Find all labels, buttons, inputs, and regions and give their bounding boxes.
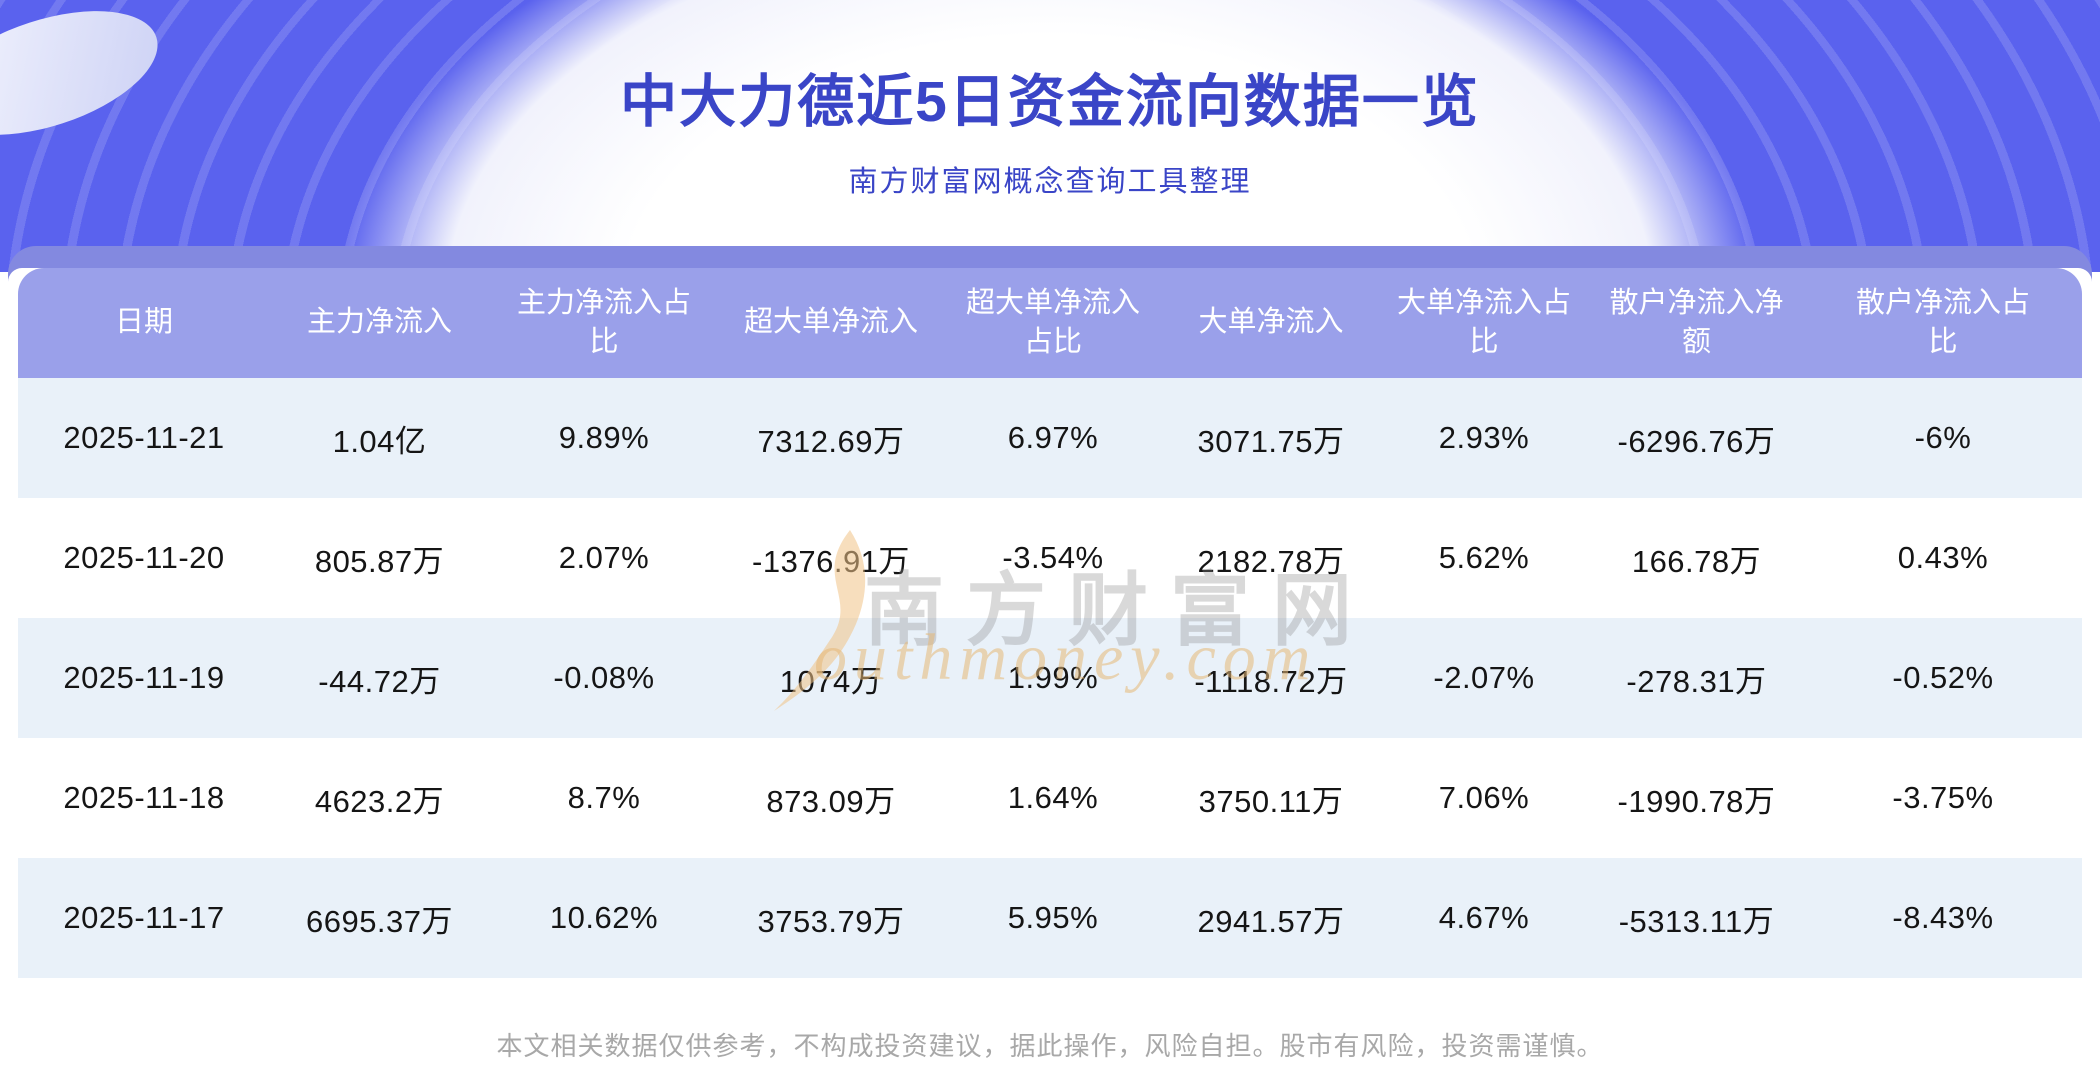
table-cell: 2025-11-17: [63, 900, 225, 935]
table-cell: 1.04亿: [332, 423, 427, 459]
table-cell: -3.75%: [1892, 780, 1994, 815]
table-cell: 2025-11-18: [63, 780, 225, 815]
page-subtitle: 南方财富网概念查询工具整理: [848, 166, 1252, 198]
disclaimer-text: 本文相关数据仅供参考，不构成投资建议，据此操作，风险自担。股市有风险，投资需谨慎…: [496, 1031, 1604, 1061]
table-cell: 1.99%: [1007, 660, 1099, 695]
table-cell: -1118.72万: [1194, 663, 1348, 699]
table-row: 2025-11-20 805.87万 2.07% -1376.91万 -3.54% 218…: [18, 498, 2082, 618]
table-cell: 2.93%: [1438, 420, 1530, 455]
table-cell: 8.7%: [567, 780, 641, 815]
table-cell: -1376.91万: [752, 543, 910, 579]
table-cell: -3.54%: [1002, 540, 1104, 575]
table-cell: 0.43%: [1897, 540, 1989, 575]
page-title: 中大力德近5日资金流向数据一览: [620, 70, 1480, 134]
table-cell: 7312.69万: [757, 423, 905, 459]
table-cell: 4623.2万: [314, 783, 445, 819]
column-header: 大单净流入占比: [1379, 268, 1589, 378]
table-cell: -0.52%: [1892, 660, 1994, 695]
table-cell: -278.31万: [1626, 663, 1767, 699]
table-cell: 2025-11-19: [63, 660, 225, 695]
table-row: 2025-11-17 6695.37万 10.62% 3753.79万 5.95% 294…: [18, 858, 2082, 978]
table-cell: 166.78万: [1631, 543, 1762, 579]
table-row: 2025-11-19 -44.72万 -0.08% 1074万 1.99% -1118.7…: [18, 618, 2082, 738]
column-header: 日期: [18, 268, 270, 378]
table-cell: 4.67%: [1438, 900, 1530, 935]
table-cell: 1074万: [779, 663, 883, 699]
column-header: 主力净流入占比: [489, 268, 719, 378]
column-header: 主力净流入: [270, 268, 489, 378]
table-cell: 2182.78万: [1197, 543, 1345, 579]
table-row: 2025-11-21 1.04亿 9.89% 7312.69万 6.97% 3071.75…: [18, 378, 2082, 498]
column-header: 散户净流入占比: [1804, 268, 2082, 378]
table-cell: 873.09万: [766, 783, 896, 819]
table-cell: -0.08%: [553, 660, 655, 695]
table-cell: 2025-11-20: [63, 540, 225, 575]
table-body: 2025-11-21 1.04亿 9.89% 7312.69万 6.97% 3071.75…: [18, 378, 2082, 978]
hero-banner: 中大力德近5日资金流向数据一览 南方财富网概念查询工具整理: [0, 0, 2100, 272]
table-cell: -5313.11万: [1618, 903, 1775, 939]
column-header: 超大单净流入: [719, 268, 943, 378]
table-header-row: 日期 主力净流入 主力净流入占比 超大单净流入 超大单净流入占比 大单净流入 大单净流入占比…: [18, 268, 2082, 378]
fund-flow-table: 日期 主力净流入 主力净流入占比 超大单净流入 超大单净流入占比 大单净流入 大单净流入占比…: [18, 268, 2082, 978]
table-cell: -6296.76万: [1617, 423, 1776, 459]
decor-white-blob: [340, 0, 1760, 272]
table-cell: 6695.37万: [305, 903, 454, 939]
table-cell: -1990.78万: [1617, 783, 1776, 819]
table-cell: 5.95%: [1007, 900, 1099, 935]
table-cell: -6%: [1914, 420, 1972, 455]
table-cell: 3753.79万: [757, 903, 905, 939]
column-header: 超大单净流入占比: [943, 268, 1163, 378]
table-cell: 805.87万: [314, 543, 445, 579]
table-cell: 6.97%: [1007, 420, 1099, 455]
table-cell: -8.43%: [1892, 900, 1994, 935]
column-header-label: 散户净流入占比: [1855, 286, 2030, 358]
column-header-label: 散户净流入净额: [1609, 286, 1784, 358]
table-cell: 9.89%: [558, 420, 650, 455]
table-cell: 5.62%: [1438, 540, 1530, 575]
table-cell: 2.07%: [558, 540, 650, 575]
table-cell: 2025-11-21: [63, 420, 225, 455]
table-cell: 3071.75万: [1197, 423, 1345, 459]
table-cell: 7.06%: [1438, 780, 1530, 815]
column-header-label: 主力净流入占比: [516, 286, 691, 358]
table-cell: 2941.57万: [1197, 903, 1345, 939]
column-header-label: 超大单净流入占比: [965, 286, 1140, 358]
table-cell: 1.64%: [1007, 780, 1099, 815]
column-header-label: 超大单净流入: [743, 306, 918, 339]
table-row: 2025-11-18 4623.2万 8.7% 873.09万 1.64% 3750.11…: [18, 738, 2082, 858]
column-header-label: 大单净流入占比: [1396, 286, 1571, 358]
table-cell: -44.72万: [318, 663, 441, 699]
column-header-label: 大单净流入: [1198, 306, 1344, 339]
table-cell: -2.07%: [1433, 660, 1535, 695]
column-header-label: 主力净流入: [306, 306, 452, 339]
column-header-label: 日期: [114, 306, 173, 339]
column-header: 大单净流入: [1163, 268, 1379, 378]
column-header: 散户净流入净额: [1589, 268, 1804, 378]
table-cell: 3750.11万: [1198, 783, 1344, 819]
table-cell: 10.62%: [549, 900, 659, 935]
